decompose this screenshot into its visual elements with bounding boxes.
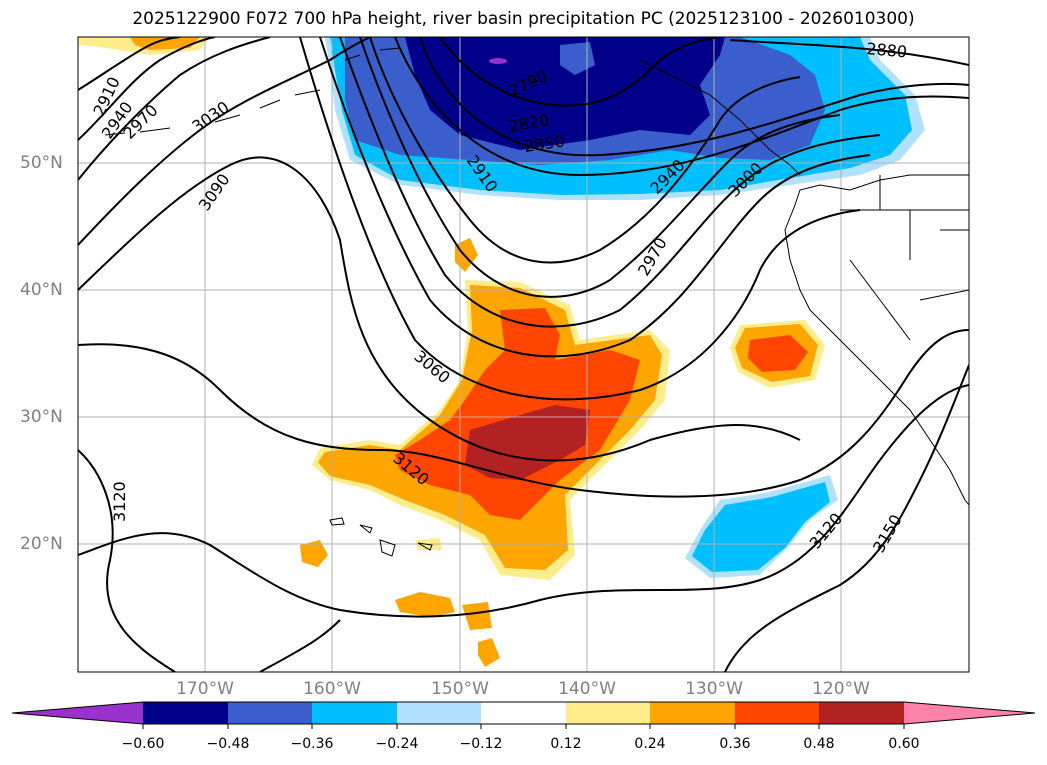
colorbar-seg: [397, 702, 481, 724]
colorbar-seg: [650, 702, 735, 724]
contour-label: 3150: [869, 511, 906, 556]
contour-label: 3120: [110, 481, 129, 522]
shade-pos-east-core: [748, 335, 808, 372]
colorbar-tick-label: −0.24: [375, 736, 419, 752]
contour-3090-s: [259, 619, 341, 672]
colorbar-tick-label: −0.60: [121, 736, 165, 752]
contour-2970-e: [339, 37, 881, 328]
colorbar-seg: [481, 702, 566, 724]
map-grid: [78, 37, 969, 672]
colorbar-min-arrow: [12, 702, 143, 724]
lat-label-40n: 40°N: [20, 280, 63, 300]
shade-pos-blob: [462, 602, 492, 630]
contour-2820: [394, 37, 969, 177]
colorbar: [11, 701, 1036, 729]
shade-neg-inner: [560, 42, 595, 75]
contour-3120-c: [78, 384, 969, 618]
shade-pos-blob: [395, 592, 455, 617]
coastline-north-america: [784, 174, 969, 506]
height-contours: [78, 37, 969, 672]
contour-2910-e: [369, 37, 801, 264]
colorbar-seg: [312, 702, 397, 724]
coastlines: [104, 47, 969, 557]
colorbar-tick-label: 0.24: [634, 736, 666, 752]
contour-2910-w: [78, 37, 181, 91]
shade-pos-blob: [455, 238, 478, 272]
lon-label-120w: 120°W: [812, 679, 870, 699]
contour-2940-e: [359, 37, 841, 298]
lat-label-20n: 20°N: [20, 534, 63, 554]
contour-label: 2970: [634, 234, 671, 279]
colorbar-tick-label: 0.60: [888, 736, 920, 752]
lon-label-150w: 150°W: [431, 679, 489, 699]
contour-label: 3060: [410, 347, 453, 388]
colorbar-tick-label: 0.48: [803, 736, 835, 752]
us-border: [840, 175, 969, 341]
colorbar-seg: [143, 702, 228, 724]
lon-label-130w: 130°W: [685, 679, 743, 699]
contour-2970-w: [78, 37, 271, 181]
colorbar-seg: [566, 702, 650, 724]
contour-3090-w: [78, 156, 801, 462]
lon-label-170w: 170°W: [176, 679, 234, 699]
coastline-alaska: [639, 59, 801, 176]
contour-2850: [419, 37, 969, 157]
contour-label: 3030: [188, 97, 232, 136]
shade-pos-blob: [300, 540, 328, 567]
lat-label-30n: 30°N: [20, 407, 63, 427]
contour-label: 3090: [195, 170, 234, 214]
contour-2790: [439, 37, 721, 107]
map-frame: [77, 36, 970, 673]
colorbar-tick-label: −0.36: [290, 736, 334, 752]
map-title: 2025122900 F072 700 hPa height, river ba…: [132, 9, 915, 29]
contour-3060: [299, 37, 861, 401]
shade-neg-extreme: [489, 58, 507, 64]
contour-3000: [319, 37, 871, 358]
contour-2880: [729, 39, 969, 66]
colorbar-tick-label: 0.12: [550, 736, 582, 752]
colorbar-seg: [228, 702, 312, 724]
lat-label-50n: 50°N: [20, 153, 63, 173]
colorbar-seg: [735, 702, 819, 724]
contour-3120-b: [78, 449, 176, 672]
lon-label-160w: 160°W: [303, 679, 361, 699]
colorbar-max-arrow: [904, 702, 1035, 724]
shade-neg-southeast-mid: [692, 482, 830, 572]
contour-3030-w: [78, 37, 371, 246]
contour-3120: [78, 329, 969, 498]
colorbar-tick-label: −0.48: [206, 736, 250, 752]
islands-hawaii: [104, 47, 433, 557]
shade-pos-blob: [478, 638, 500, 667]
shade-pos-strong: [395, 308, 640, 520]
colorbar-tick-label: −0.12: [459, 736, 503, 752]
colorbar-tick-label: 0.36: [719, 736, 751, 752]
shade-neg-core: [405, 37, 725, 150]
lon-label-140w: 140°W: [558, 679, 616, 699]
contour-2940-w: [78, 37, 216, 141]
shade-pos-core: [465, 405, 590, 480]
contour-3150: [724, 364, 969, 672]
colorbar-seg: [819, 702, 904, 724]
contour-label: 2880: [866, 39, 908, 61]
